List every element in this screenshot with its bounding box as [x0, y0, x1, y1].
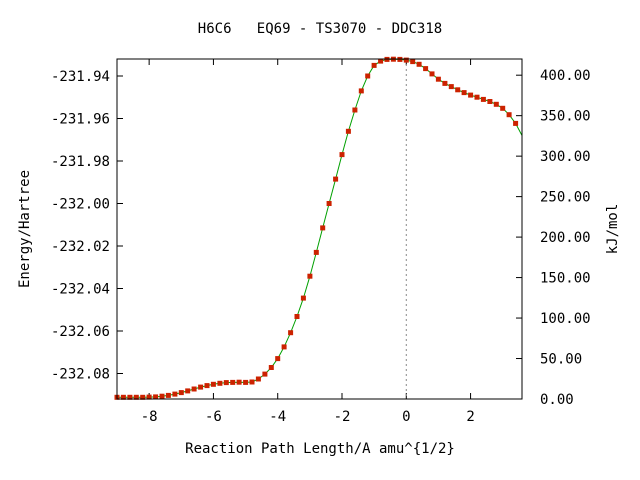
axis-ticks: -8 -6 -4 -2 0 2 -231.94 -231.96 -231.98 -232.00 -2…: [51, 59, 591, 425]
data-point: [275, 356, 281, 362]
data-point: [153, 394, 159, 400]
plot-frame: [116, 58, 523, 400]
data-point: [294, 314, 300, 319]
data-point: [133, 394, 139, 400]
data-point: [506, 112, 512, 118]
y-tick-label: -232.00: [51, 197, 110, 213]
y-tick-label: -231.96: [51, 112, 110, 128]
y2-tick-label: 400.00: [540, 68, 591, 84]
data-point: [172, 391, 178, 397]
y2-tick-label: 200.00: [540, 230, 591, 246]
data-point: [352, 107, 358, 113]
data-point: [403, 57, 409, 63]
data-point: [300, 295, 306, 301]
data-point: [333, 176, 339, 182]
data-point: [249, 379, 255, 385]
x-tick-label: 2: [466, 409, 474, 425]
data-point: [468, 92, 474, 98]
data-point: [243, 379, 249, 385]
x-tick-label: -2: [334, 409, 351, 425]
data-point: [358, 88, 364, 94]
data-point: [423, 66, 429, 72]
y2-tick-label: 300.00: [540, 149, 591, 165]
x-tick-label: 0: [402, 409, 410, 425]
data-point: [281, 344, 287, 350]
data-point: [448, 84, 454, 90]
data-point: [127, 394, 133, 400]
data-point: [500, 105, 506, 111]
data-point: [378, 58, 384, 64]
y2-tick-label: 0.00: [540, 392, 574, 408]
data-point: [198, 384, 204, 390]
y2-tick-label: 150.00: [540, 271, 591, 287]
data-point: [191, 386, 197, 392]
y-tick-label: -232.08: [51, 367, 110, 383]
data-point: [326, 201, 332, 206]
data-point: [455, 87, 461, 93]
y2-axis-label: kJ/mol: [605, 204, 621, 255]
data-point: [435, 76, 441, 82]
data-point: [236, 379, 242, 385]
data-point: [146, 394, 152, 400]
data-point: [217, 380, 223, 386]
data-point: [159, 393, 165, 399]
data-point: [204, 383, 210, 389]
energy-points: [114, 56, 519, 400]
data-point: [268, 365, 274, 370]
data-point: [223, 380, 229, 386]
data-point: [442, 80, 448, 86]
data-point: [513, 120, 519, 126]
data-point: [429, 71, 435, 77]
y-tick-label: -231.98: [51, 154, 110, 170]
data-point: [371, 62, 377, 68]
data-point: [416, 61, 422, 67]
x-tick-label: -6: [205, 409, 222, 425]
data-point: [410, 59, 416, 65]
data-point: [339, 152, 345, 158]
y2-tick-label: 250.00: [540, 190, 591, 206]
y2-tick-label: 50.00: [540, 352, 582, 368]
data-point: [210, 381, 216, 387]
chart-title: H6C6 EQ69 - TS3070 - DDC318: [198, 21, 442, 37]
data-point: [307, 273, 313, 279]
y2-tick-label: 350.00: [540, 109, 591, 125]
data-point: [165, 392, 171, 398]
data-point: [487, 99, 493, 104]
energy-curve: [117, 58, 523, 398]
data-point: [230, 379, 236, 385]
y-tick-label: -231.94: [51, 69, 110, 85]
y-axis-label: Energy/Hartree: [17, 170, 33, 288]
data-point: [120, 394, 126, 400]
y-tick-label: -232.04: [51, 282, 110, 298]
data-point: [262, 371, 268, 377]
data-point: [493, 101, 499, 107]
data-point: [480, 96, 486, 102]
data-point: [365, 73, 371, 79]
data-point: [178, 390, 184, 396]
y-tick-label: -232.02: [51, 239, 110, 255]
data-point: [140, 394, 146, 400]
data-point: [313, 249, 319, 255]
x-axis-label: Reaction Path Length/A amu^{1/2}: [185, 441, 455, 457]
data-point: [288, 330, 294, 336]
data-point: [320, 225, 326, 231]
data-point: [461, 90, 467, 96]
data-point: [345, 128, 351, 134]
x-tick-label: -4: [269, 409, 286, 425]
y-tick-label: -232.06: [51, 324, 110, 340]
data-point: [474, 94, 480, 100]
x-tick-label: -8: [141, 409, 158, 425]
data-point: [185, 388, 191, 394]
y2-tick-label: 100.00: [540, 311, 591, 327]
data-point: [255, 376, 261, 382]
